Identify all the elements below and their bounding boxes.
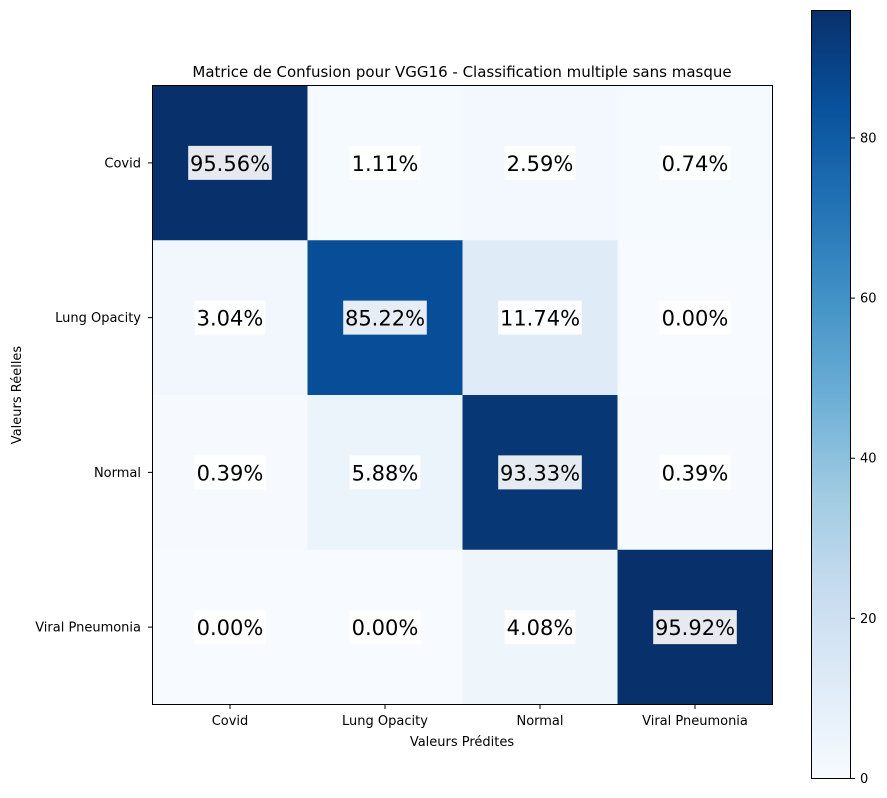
cell-label-box — [188, 145, 272, 180]
chart-title: Matrice de Confusion pour VGG16 - Classi… — [192, 63, 731, 81]
cell-label: 0.00% — [662, 307, 729, 331]
cell-label: 3.04% — [197, 307, 264, 331]
cell-label: 0.39% — [197, 461, 264, 485]
y-tick-label: Lung Opacity — [55, 311, 141, 326]
cell-label: 1.11% — [352, 152, 419, 176]
y-axis-ticks: Covid Lung Opacity Normal Viral Pneumonia — [35, 156, 153, 636]
x-tick-label: Lung Opacity — [342, 714, 428, 729]
cell-label-box — [498, 455, 582, 490]
x-axis-label: Valeurs Prédites — [410, 735, 515, 750]
heatmap-cells: 95.56% 1.11% 2.59% 0.74% 3.04% 85.22% 11.74% 0.… — [152, 85, 773, 705]
colorbar-tick-label: 20 — [860, 612, 877, 627]
y-tick-label: Covid — [104, 156, 141, 171]
y-axis-label: Valeurs Réelles — [10, 346, 25, 445]
cell-label-box — [194, 300, 266, 335]
cell-label-box — [349, 145, 421, 180]
cell-label: 0.00% — [197, 616, 264, 640]
cell-label-box — [653, 610, 737, 645]
cell-label-box — [659, 300, 731, 335]
cell-label-box — [194, 610, 266, 645]
cell-label: 95.56% — [190, 152, 270, 176]
colorbar-tick-label: 80 — [860, 131, 877, 146]
x-axis-ticks: Covid Lung Opacity Normal Viral Pneumonia — [212, 704, 748, 729]
cell-label-box — [504, 145, 576, 180]
cell-label-box — [659, 145, 731, 180]
cell-label-box — [659, 455, 731, 490]
y-tick-label: Normal — [94, 466, 141, 481]
cell-label: 5.88% — [352, 461, 419, 485]
colorbar-tick-label: 60 — [860, 292, 877, 307]
colorbar-ticks: 0 20 40 60 80 — [850, 131, 877, 787]
cell-label: 11.74% — [500, 307, 580, 331]
x-tick-label: Viral Pneumonia — [642, 714, 748, 729]
cell-label-box — [349, 610, 421, 645]
cell-label: 85.22% — [345, 307, 425, 331]
cell-label: 4.08% — [507, 616, 574, 640]
colorbar-tick-label: 0 — [860, 772, 868, 787]
cell-label-box — [194, 455, 266, 490]
cell-label-box — [349, 455, 421, 490]
x-tick-label: Covid — [212, 714, 249, 729]
cell-label-box — [498, 300, 582, 335]
cell-label-box — [504, 610, 576, 645]
cell-label: 0.00% — [352, 616, 419, 640]
cell-label: 2.59% — [507, 152, 574, 176]
x-tick-label: Normal — [516, 714, 563, 729]
plot-frame — [152, 85, 773, 705]
cell-label-box — [343, 300, 427, 335]
cell-label: 0.74% — [662, 152, 729, 176]
colorbar-tick-label: 40 — [860, 452, 877, 467]
cell-label: 93.33% — [500, 461, 580, 485]
y-tick-label: Viral Pneumonia — [35, 621, 141, 636]
colorbar — [811, 10, 851, 779]
cell-label: 0.39% — [662, 461, 729, 485]
cell-label: 95.92% — [655, 616, 735, 640]
